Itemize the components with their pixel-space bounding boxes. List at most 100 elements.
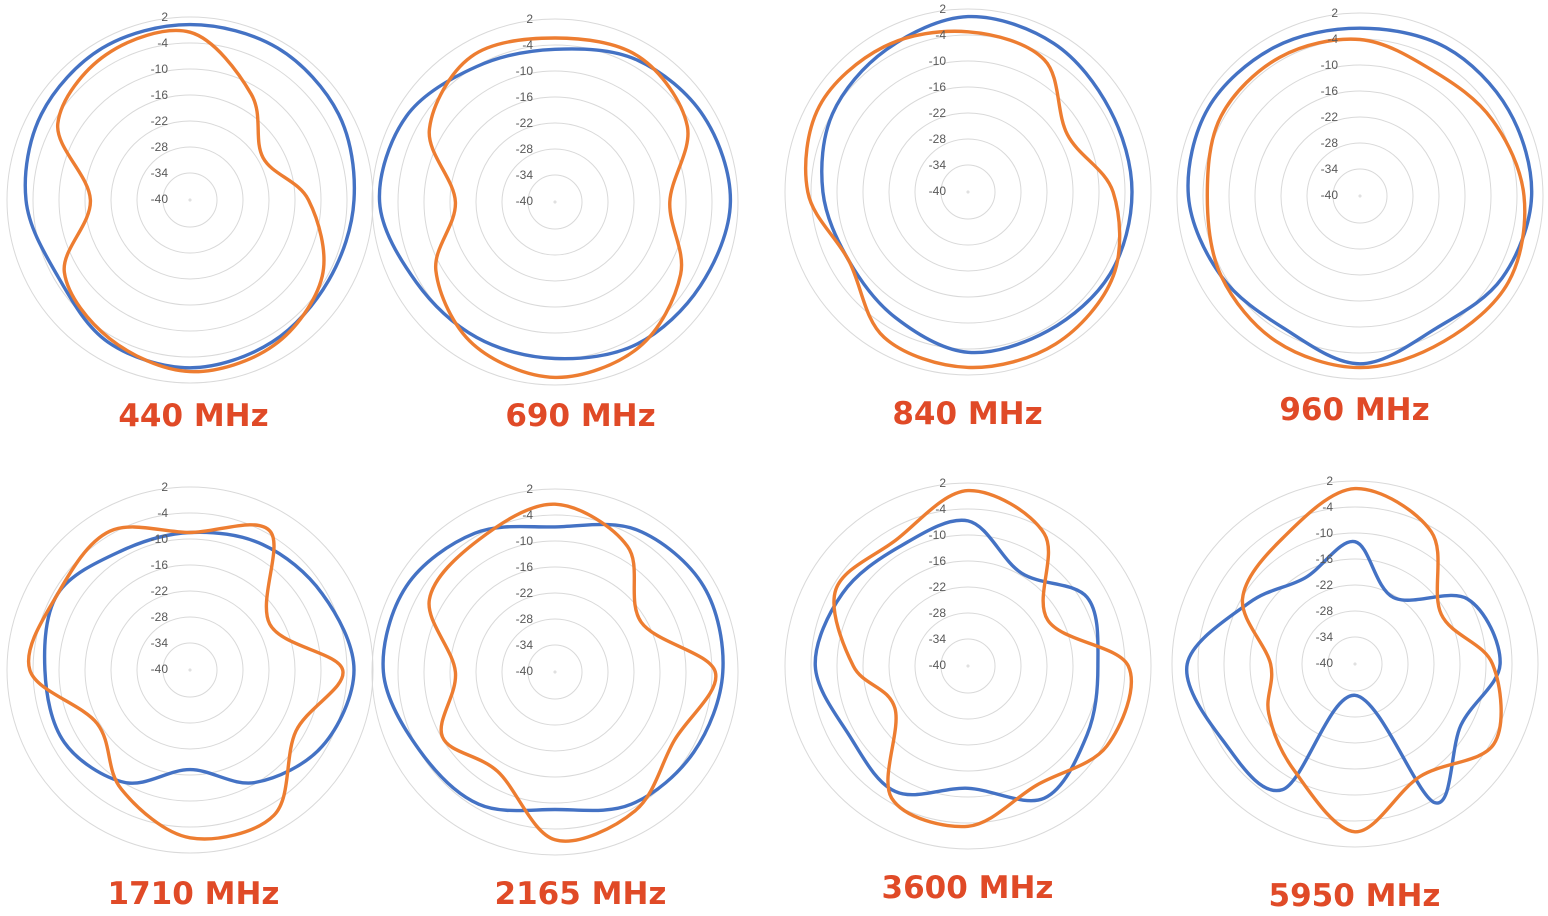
- radial-tick-label: -40: [516, 194, 534, 208]
- radial-tick-label: -10: [1316, 526, 1334, 540]
- radial-tick-label: -22: [1316, 578, 1334, 592]
- grid-ring: [966, 664, 970, 668]
- radial-tick-label: -34: [1321, 162, 1339, 176]
- grid-ring: [6, 486, 374, 854]
- grid-ring: [449, 566, 661, 778]
- grid-ring: [862, 560, 1074, 772]
- radial-tick-label: 2: [526, 482, 533, 496]
- grid-ring: [162, 642, 218, 698]
- grid-ring: [1327, 636, 1383, 692]
- radial-tick-label: -16: [516, 90, 534, 104]
- frequency-caption: 5950 MHz: [1268, 878, 1441, 914]
- grid-ring: [188, 668, 192, 672]
- grid-ring: [136, 616, 244, 724]
- radial-tick-label: -4: [935, 502, 946, 516]
- radial-tick-label: -28: [929, 606, 947, 620]
- radial-tick-label: -34: [1316, 630, 1334, 644]
- grid-ring: [914, 612, 1022, 720]
- grid-ring: [553, 200, 557, 204]
- grid-ring: [32, 42, 348, 358]
- grid-ring: [475, 122, 635, 282]
- radial-tick-label: -40: [151, 662, 169, 676]
- grid-ring: [888, 112, 1048, 272]
- polar-chart-panel: 2 -4 -10 -16 -22 -28 -34 -40 3600 MHz: [774, 458, 1161, 916]
- radial-tick-label: -10: [929, 54, 947, 68]
- polar-chart-panel: 2 -4 -10 -16 -22 -28 -34 -40 840 MHz: [774, 0, 1161, 458]
- radial-tick-label: -22: [929, 106, 947, 120]
- pattern-trace-orange: [803, 29, 1122, 370]
- polar-chart: 2 -4 -10 -16 -22 -28 -34 -40: [371, 12, 739, 386]
- pattern-trace-orange: [427, 502, 718, 843]
- radial-tick-label: -10: [516, 534, 534, 548]
- radial-tick-label: 2: [526, 12, 533, 26]
- radial-tick-label: 2: [1331, 6, 1338, 20]
- radial-tick-label: -16: [151, 558, 169, 572]
- grid-ring: [1228, 64, 1492, 328]
- grid-ring: [940, 638, 996, 694]
- grid-ring: [810, 34, 1126, 350]
- pattern-trace-orange: [1240, 486, 1503, 834]
- grid-ring: [501, 148, 609, 256]
- radial-tick-label: -22: [929, 580, 947, 594]
- radial-tick-label: -40: [516, 664, 534, 678]
- grid-ring: [110, 120, 270, 280]
- radial-tick-label: -10: [1321, 58, 1339, 72]
- frequency-caption: 840 MHz: [892, 396, 1043, 432]
- radial-tick-label: -34: [929, 632, 947, 646]
- grid-ring: [527, 174, 583, 230]
- radial-tick-label: -4: [935, 28, 946, 42]
- frequency-caption: 1710 MHz: [107, 876, 280, 912]
- pattern-trace-blue: [377, 47, 733, 361]
- radial-tick-label: -16: [516, 560, 534, 574]
- grid-ring: [6, 16, 374, 384]
- grid-ring: [1358, 194, 1362, 198]
- radial-tick-label: -22: [516, 586, 534, 600]
- grid-ring: [1197, 506, 1513, 822]
- pattern-trace-blue: [1185, 539, 1502, 805]
- polar-chart-panel: 2 -4 -10 -16 -22 -28 -34 -40 1710 MHz: [0, 458, 387, 916]
- grid-ring: [188, 198, 192, 202]
- radial-tick-label: -28: [151, 610, 169, 624]
- grid-ring: [1353, 662, 1357, 666]
- radial-tick-label: -28: [929, 132, 947, 146]
- grid-ring: [423, 540, 687, 804]
- polar-chart-panel: 2 -4 -10 -16 -22 -28 -34 -40 5950 MHz: [1161, 458, 1548, 916]
- radial-tick-label: -40: [151, 192, 169, 206]
- pattern-trace-blue: [1186, 26, 1534, 366]
- grid-ring: [966, 190, 970, 194]
- radial-tick-label: -4: [1322, 500, 1333, 514]
- frequency-caption: 690 MHz: [505, 398, 656, 434]
- grid-ring: [1306, 142, 1414, 250]
- grid-ring: [423, 70, 687, 334]
- grid-ring: [84, 94, 296, 306]
- grid-ring: [371, 488, 739, 856]
- radial-tick-label: -16: [1321, 84, 1339, 98]
- polar-chart-panel: 2 -4 -10 -16 -22 -28 -34 -40 960 MHz: [1161, 0, 1548, 458]
- radial-tick-label: -10: [151, 62, 169, 76]
- polar-chart-panel: 2 -4 -10 -16 -22 -28 -34 -40 690 MHz: [371, 0, 774, 458]
- grid-ring: [136, 146, 244, 254]
- radial-tick-label: -34: [516, 638, 534, 652]
- radial-tick-label: -28: [1316, 604, 1334, 618]
- radial-tick-label: -10: [929, 528, 947, 542]
- grid-ring: [84, 564, 296, 776]
- grid-ring: [58, 538, 322, 802]
- grid-ring: [810, 508, 1126, 824]
- pattern-trace-orange: [1205, 37, 1527, 370]
- polar-chart: 2 -4 -10 -16 -22 -28 -34 -40: [6, 10, 374, 384]
- polar-chart: 2 -4 -10 -16 -22 -28 -34 -40: [6, 480, 374, 854]
- grid-ring: [1223, 532, 1487, 796]
- radial-tick-label: 2: [161, 480, 168, 494]
- radial-tick-label: -28: [516, 142, 534, 156]
- grid-ring: [110, 590, 270, 750]
- frequency-caption: 960 MHz: [1279, 392, 1430, 428]
- radial-tick-label: -4: [157, 506, 168, 520]
- radial-tick-label: -22: [151, 584, 169, 598]
- radial-tick-label: -10: [151, 532, 169, 546]
- pattern-trace-orange: [427, 36, 690, 380]
- radial-tick-label: -40: [1321, 188, 1339, 202]
- grid-ring: [784, 8, 1152, 376]
- polar-chart: 2 -4 -10 -16 -22 -28 -34 -40: [784, 2, 1152, 376]
- polar-chart: 2 -4 -10 -16 -22 -28 -34 -40: [1176, 6, 1544, 380]
